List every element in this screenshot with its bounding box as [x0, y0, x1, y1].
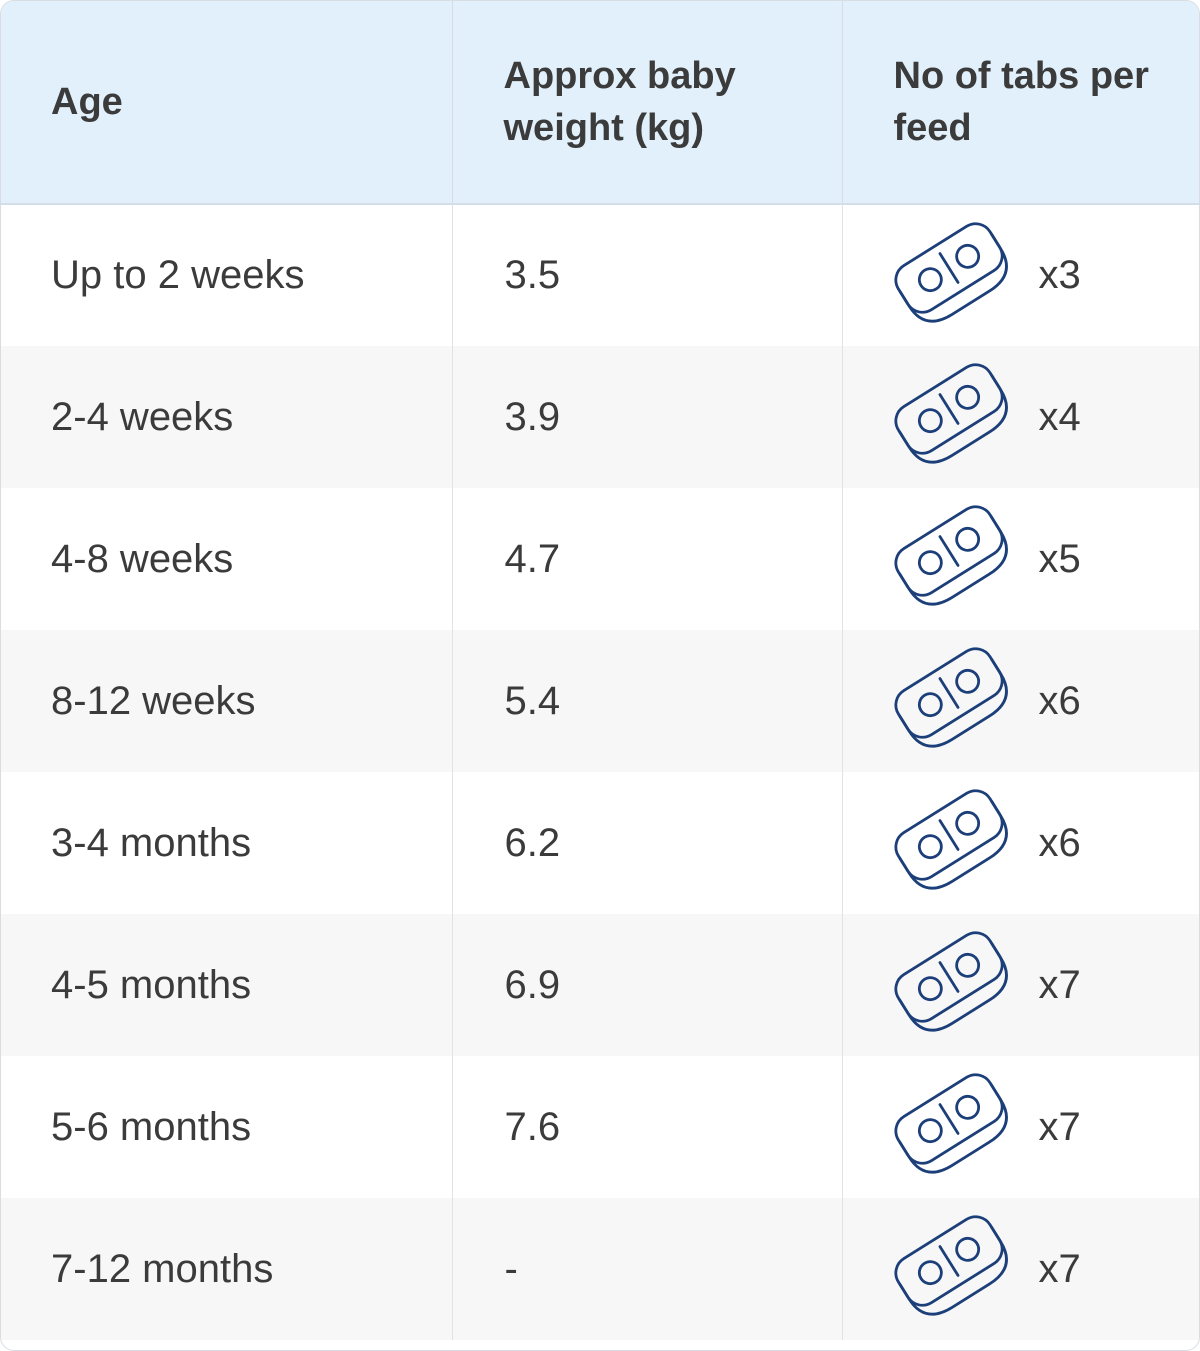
cell-weight: 7.6 — [451, 1056, 842, 1198]
tab-count: x6 — [1038, 820, 1081, 865]
table-row: 8-12 weeks 5.4 x6 — [1, 630, 1199, 772]
cell-age: 4-5 months — [51, 962, 252, 1007]
cell-age: 8-12 weeks — [51, 678, 256, 723]
formula-tablet-icon — [893, 647, 1008, 748]
tabs-cell-content: x7 — [843, 929, 1200, 1041]
tab-count: x3 — [1038, 253, 1081, 297]
cell-tabs: x6 — [841, 772, 1200, 914]
table-row: 7-12 months - x7 — [1, 1198, 1199, 1340]
cell-weight: 3.5 — [451, 204, 842, 346]
tabs-cell-content: x6 — [843, 645, 1200, 757]
cell-weight: 3.9 — [451, 346, 842, 488]
table-row: 4-8 weeks 4.7 x5 — [1, 488, 1199, 630]
table-row: 4-5 months 6.9 x7 — [1, 914, 1199, 1056]
tab-count: x6 — [1038, 678, 1081, 723]
header-weight: Approx baby weight (kg) — [451, 1, 842, 205]
tabs-cell-content: x5 — [843, 503, 1200, 615]
cell-age: 2-4 weeks — [51, 394, 234, 439]
formula-tablet-icon — [893, 363, 1008, 464]
cell-tabs: x3 — [841, 204, 1200, 346]
tab-count: x5 — [1038, 536, 1081, 581]
formula-tablet-icon — [893, 221, 1008, 323]
cell-weight: 5.4 — [451, 630, 842, 772]
cell-tabs: x4 — [841, 346, 1200, 488]
header-tabs: No of tabs per feed — [841, 1, 1199, 205]
cell-tabs: x7 — [841, 1056, 1200, 1198]
cell-age: 5-6 months — [51, 1104, 252, 1149]
formula-tablet-icon — [893, 931, 1008, 1032]
cell-weight: - — [451, 1198, 842, 1340]
tab-count: x4 — [1038, 394, 1081, 439]
formula-tablet-icon — [893, 505, 1008, 606]
tab-count: x7 — [1038, 1246, 1081, 1291]
table-row: 5-6 months 7.6 x7 — [1, 1056, 1199, 1198]
table-row: 2-4 weeks 3.9 x4 — [1, 346, 1199, 488]
formula-tablet-icon — [893, 1215, 1008, 1316]
table-row: 3-4 months 6.2 x6 — [1, 772, 1199, 914]
cell-tabs: x7 — [841, 914, 1200, 1056]
cell-tabs: x6 — [841, 630, 1200, 772]
tabs-cell-content: x7 — [843, 1071, 1200, 1183]
cell-age: 7-12 months — [51, 1246, 274, 1291]
tabs-cell-content: x7 — [843, 1213, 1200, 1325]
cell-age: 3-4 months — [51, 820, 252, 865]
tabs-cell-content: x6 — [843, 787, 1200, 899]
tabs-cell-content: x4 — [843, 361, 1200, 473]
cell-age: 4-8 weeks — [51, 536, 234, 581]
table-row: Up to 2 weeks 3.5 x3 — [1, 204, 1199, 346]
cell-weight: 6.2 — [451, 772, 842, 914]
table-header-row: Age Approx baby weight (kg) No of tabs p… — [1, 1, 1199, 205]
tab-count: x7 — [1038, 962, 1081, 1007]
tab-count: x7 — [1038, 1104, 1081, 1149]
cell-weight: 4.7 — [451, 488, 842, 630]
cell-tabs: x5 — [841, 488, 1200, 630]
header-age: Age — [1, 1, 452, 205]
tabs-cell-content: x3 — [843, 220, 1200, 332]
cell-tabs: x7 — [841, 1198, 1200, 1340]
formula-tablet-icon — [893, 789, 1008, 890]
formula-tablet-icon — [893, 1073, 1008, 1174]
cell-age: Up to 2 weeks — [51, 253, 305, 297]
cell-weight: 6.9 — [451, 914, 842, 1056]
